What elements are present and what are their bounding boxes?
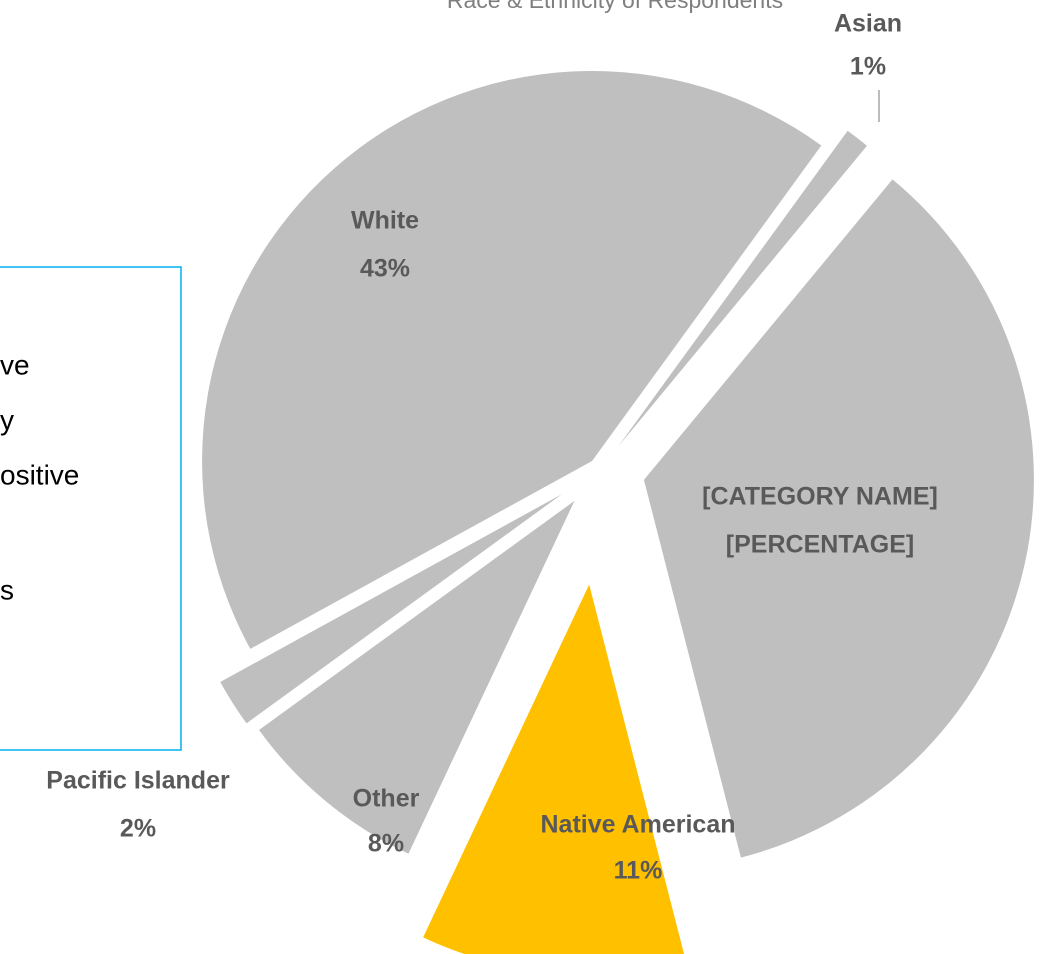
text-box — [0, 266, 182, 751]
text-box-line: s — [0, 574, 14, 605]
slice-label: White — [351, 207, 419, 235]
slice-value-label: 1% — [850, 53, 886, 81]
slice-label: Other — [353, 785, 420, 813]
pie-slice — [258, 500, 575, 854]
pie-slice — [643, 179, 1034, 858]
slice-label: Pacific Islander — [46, 767, 230, 795]
text-box-line: ve — [0, 349, 30, 380]
text-box-line: y — [0, 404, 14, 435]
pie-slice — [618, 130, 867, 447]
slice-label: Native American — [541, 811, 736, 839]
pie-slice — [202, 70, 822, 649]
slice-value-label: [PERCENTAGE] — [726, 531, 914, 559]
slice-value-label: 8% — [368, 830, 404, 858]
slice-label: Asian — [834, 10, 902, 38]
slice-value-label: 43% — [360, 255, 410, 283]
pie-slice — [423, 584, 685, 954]
slice-value-label: 11% — [614, 857, 663, 885]
text-box-line: ositive — [0, 459, 79, 490]
slice-value-label: 2% — [120, 815, 156, 843]
slice-label: [CATEGORY NAME] — [702, 483, 938, 511]
chart-title: Race & Ethnicity of Respondents — [447, 0, 783, 13]
pie-slice — [220, 494, 563, 724]
